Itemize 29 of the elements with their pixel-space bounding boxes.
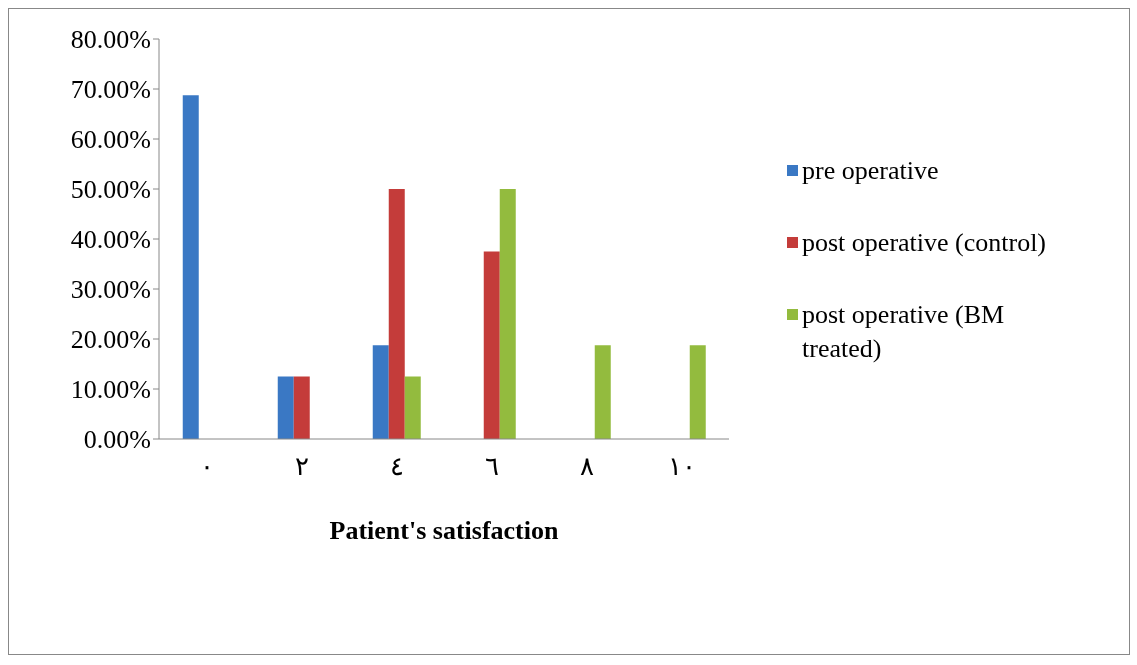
bar	[689, 345, 706, 439]
y-tick-label: 60.00%	[70, 125, 151, 155]
y-tick-label: 70.00%	[70, 75, 151, 105]
y-tick-label: 50.00%	[70, 175, 151, 205]
y-tick-label: 80.00%	[70, 25, 151, 55]
bar	[293, 376, 310, 439]
bar	[404, 376, 421, 439]
y-tick-label: 30.00%	[70, 275, 151, 305]
y-tick-label: 10.00%	[70, 375, 151, 405]
bar	[372, 345, 389, 439]
bar	[182, 95, 199, 439]
bar	[388, 189, 405, 439]
x-tick-label: ١٠	[667, 452, 696, 482]
y-tick-label: 20.00%	[70, 325, 151, 355]
x-tick-label: ٤	[389, 452, 404, 482]
bar	[594, 345, 611, 439]
bar	[277, 376, 294, 439]
legend-label: post operative (BM treated)	[802, 299, 1006, 365]
x-tick-label: ٦	[484, 452, 499, 482]
y-tick-label: 0.00%	[83, 425, 151, 455]
bar	[483, 251, 500, 439]
y-tick-label: 40.00%	[70, 225, 151, 255]
x-tick-label: ٨	[579, 452, 594, 482]
x-tick-label: ٢	[294, 452, 309, 482]
legend-label: pre operative	[802, 155, 940, 187]
bar	[499, 189, 516, 439]
legend-label: post operative (control)	[802, 227, 1048, 259]
x-tick-label: ٠	[199, 452, 214, 482]
x-axis-title: Patient's satisfaction	[329, 516, 559, 545]
